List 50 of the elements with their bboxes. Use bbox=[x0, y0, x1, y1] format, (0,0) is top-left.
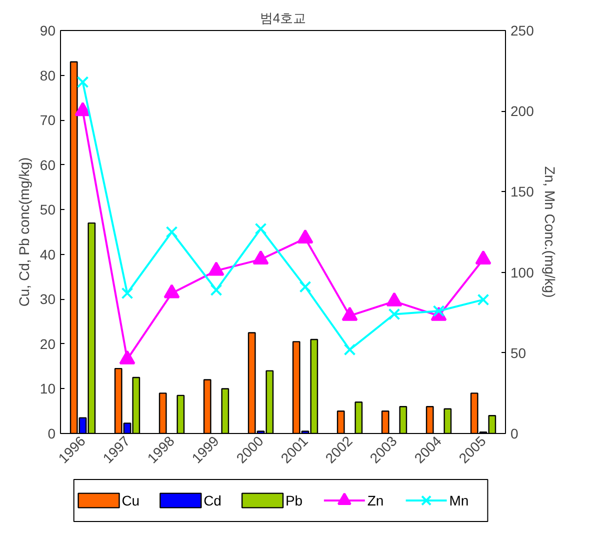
y-tick-label: 40 bbox=[40, 246, 56, 262]
bar bbox=[381, 410, 390, 434]
y2-tick-label: 0 bbox=[510, 426, 518, 442]
point bbox=[297, 229, 314, 244]
bar bbox=[399, 406, 408, 434]
y2-tick-label: 200 bbox=[510, 103, 534, 120]
bar bbox=[158, 392, 167, 434]
y-tick-label: 90 bbox=[40, 22, 56, 38]
point bbox=[121, 287, 134, 300]
y2-axis-title: Zn, Mn Conc.(mg/kg) bbox=[542, 166, 558, 298]
legend-label: Cu bbox=[122, 492, 140, 508]
bar bbox=[203, 379, 212, 434]
legend-label: Pb bbox=[285, 492, 303, 508]
y-tick-label: 0 bbox=[48, 426, 56, 442]
point bbox=[386, 292, 402, 306]
bar bbox=[426, 406, 434, 434]
bar bbox=[444, 408, 452, 434]
y-tick-label: 50 bbox=[40, 202, 56, 218]
y2-tick-label: 150 bbox=[510, 184, 534, 200]
point bbox=[166, 226, 178, 238]
bar bbox=[354, 402, 363, 434]
chart-title: 범4호교 bbox=[260, 10, 306, 26]
legend-label: Zn bbox=[367, 492, 384, 508]
y-tick-label: 60 bbox=[40, 156, 56, 173]
point bbox=[388, 308, 400, 320]
y-tick-label: 70 bbox=[40, 112, 56, 128]
y-tick-label: 10 bbox=[40, 380, 56, 397]
point bbox=[210, 284, 222, 296]
point bbox=[164, 284, 180, 298]
point bbox=[208, 262, 224, 276]
y-tick-label: 80 bbox=[40, 67, 56, 84]
point bbox=[252, 250, 269, 264]
y2-tick-label: 100 bbox=[510, 264, 534, 280]
bar bbox=[336, 410, 345, 434]
point bbox=[299, 280, 312, 293]
y2-tick-label: 50 bbox=[510, 344, 526, 361]
legend-label: Cd bbox=[204, 492, 222, 508]
point bbox=[254, 222, 267, 235]
y-axis-title: Cu, Cd, Pb conc(mg/kg) bbox=[16, 157, 32, 307]
bar bbox=[176, 394, 185, 434]
point bbox=[477, 294, 490, 306]
y-tick-label: 30 bbox=[40, 291, 56, 308]
y-tick-label: 20 bbox=[40, 336, 56, 352]
point bbox=[119, 350, 136, 364]
point bbox=[475, 250, 492, 264]
bar bbox=[221, 388, 230, 434]
point bbox=[342, 306, 358, 321]
legend-label: Mn bbox=[449, 492, 469, 508]
point bbox=[76, 76, 89, 88]
y2-tick-label: 250 bbox=[510, 22, 534, 38]
